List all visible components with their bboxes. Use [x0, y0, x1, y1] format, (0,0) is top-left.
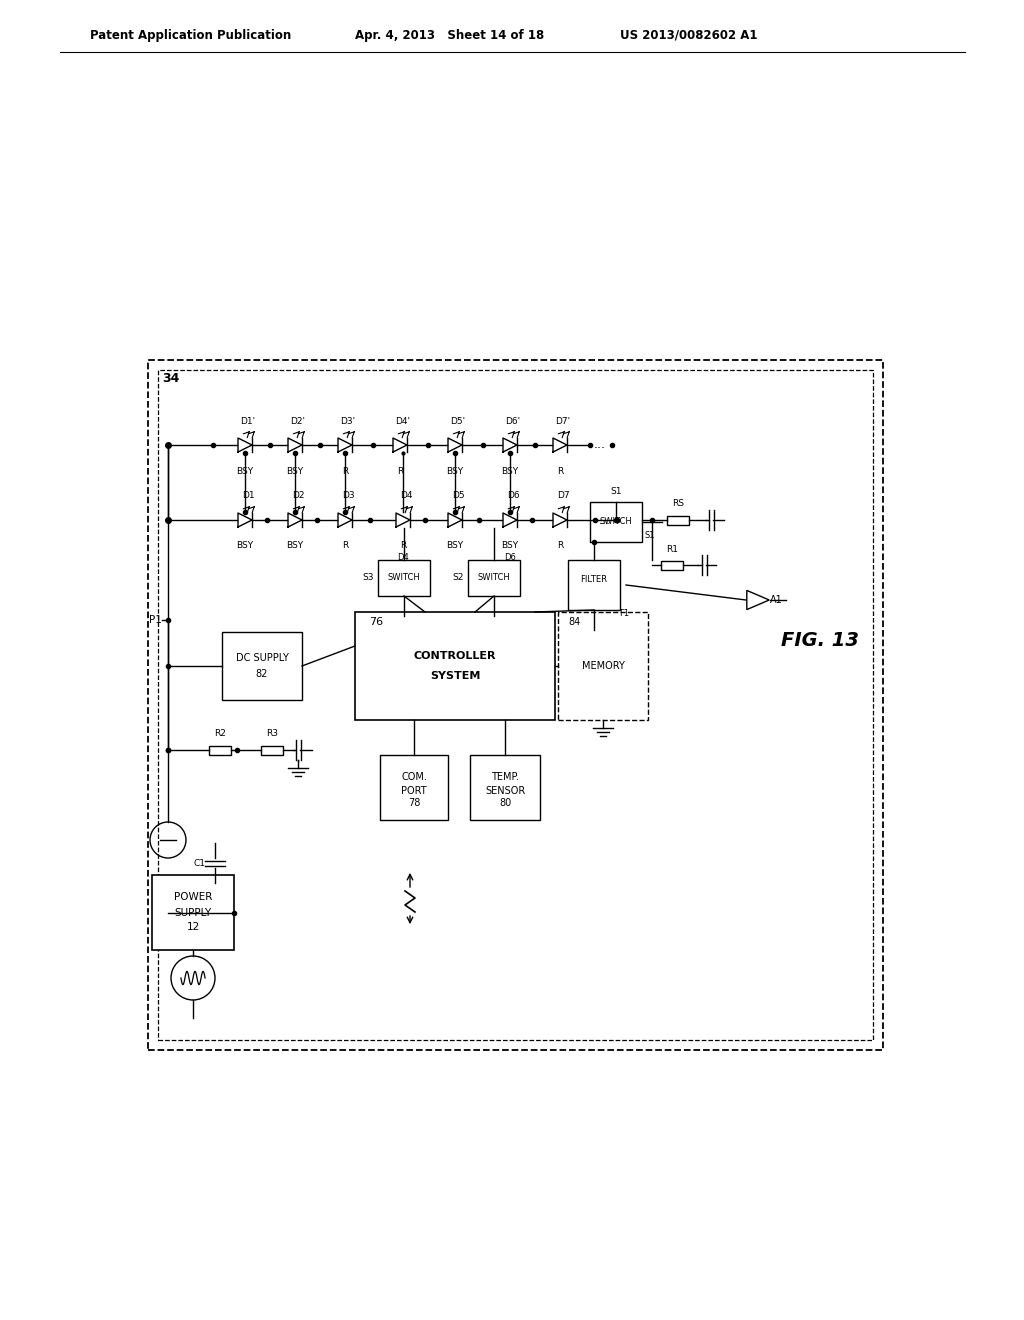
Text: SYSTEM: SYSTEM — [430, 671, 480, 681]
Text: S2: S2 — [453, 573, 464, 582]
Text: D4: D4 — [399, 491, 413, 500]
Text: BSY: BSY — [502, 466, 518, 475]
Text: BSY: BSY — [502, 541, 518, 550]
Text: RS: RS — [672, 499, 684, 508]
Text: SWITCH: SWITCH — [600, 517, 633, 527]
Text: A1: A1 — [770, 595, 782, 605]
Text: S1: S1 — [610, 487, 622, 496]
Text: BSY: BSY — [446, 466, 464, 475]
Bar — [568, 560, 620, 610]
Text: POWER: POWER — [174, 892, 212, 903]
Text: SENSOR: SENSOR — [485, 785, 525, 796]
Text: R: R — [397, 466, 403, 475]
Text: BSY: BSY — [237, 466, 254, 475]
Text: D1': D1' — [241, 417, 256, 425]
Text: BSY: BSY — [287, 466, 303, 475]
Text: ...: ... — [594, 438, 606, 451]
Text: D4: D4 — [397, 553, 409, 562]
Bar — [148, 360, 883, 1049]
Bar — [667, 516, 689, 524]
Text: Patent Application Publication: Patent Application Publication — [90, 29, 291, 41]
Text: COM.: COM. — [401, 772, 427, 783]
Bar — [590, 502, 642, 543]
Bar — [380, 755, 449, 820]
Text: 82: 82 — [256, 669, 268, 678]
Text: R3: R3 — [266, 730, 278, 738]
Text: D6: D6 — [507, 491, 519, 500]
Text: D2': D2' — [291, 417, 305, 425]
Text: 78: 78 — [408, 799, 420, 808]
Bar — [261, 746, 283, 755]
Text: D3: D3 — [342, 491, 354, 500]
Text: R: R — [557, 541, 563, 550]
Bar — [662, 561, 683, 569]
Text: D7: D7 — [557, 491, 569, 500]
Text: BSY: BSY — [237, 541, 254, 550]
Text: P1: P1 — [150, 615, 162, 624]
Text: R: R — [342, 541, 348, 550]
Bar — [222, 632, 302, 700]
Text: D5: D5 — [452, 491, 464, 500]
Text: 84: 84 — [568, 616, 581, 627]
Bar — [152, 875, 234, 950]
Text: R: R — [342, 466, 348, 475]
Text: BSY: BSY — [446, 541, 464, 550]
Text: D6: D6 — [504, 553, 516, 562]
Bar — [209, 746, 231, 755]
Text: D5': D5' — [451, 417, 466, 425]
Text: 80: 80 — [499, 799, 511, 808]
Text: D6': D6' — [506, 417, 520, 425]
Text: SWITCH: SWITCH — [388, 573, 421, 582]
Text: CONTROLLER: CONTROLLER — [414, 651, 497, 661]
Text: TEMP.: TEMP. — [490, 772, 519, 783]
Text: R: R — [400, 541, 407, 550]
Text: D2: D2 — [292, 491, 304, 500]
Text: D1: D1 — [242, 491, 254, 500]
Text: DC SUPPLY: DC SUPPLY — [236, 653, 289, 663]
Bar — [355, 612, 555, 719]
Text: SUPPLY: SUPPLY — [174, 908, 212, 917]
Text: 12: 12 — [186, 923, 200, 932]
Text: PORT: PORT — [401, 785, 427, 796]
Text: D4': D4' — [395, 417, 411, 425]
Text: 34: 34 — [162, 372, 179, 385]
Bar — [378, 560, 430, 597]
Text: BSY: BSY — [287, 541, 303, 550]
Bar — [468, 560, 520, 597]
Bar — [158, 370, 873, 1040]
Text: MEMORY: MEMORY — [582, 661, 625, 671]
Text: R: R — [557, 466, 563, 475]
Text: D7': D7' — [555, 417, 570, 425]
Text: US 2013/0082602 A1: US 2013/0082602 A1 — [620, 29, 758, 41]
Text: SWITCH: SWITCH — [477, 573, 510, 582]
Text: D3': D3' — [340, 417, 355, 425]
Text: 76: 76 — [369, 616, 383, 627]
Text: ...: ... — [599, 513, 611, 527]
Bar — [558, 612, 648, 719]
Text: C1: C1 — [193, 858, 205, 867]
Text: R2: R2 — [214, 730, 226, 738]
Bar — [470, 755, 540, 820]
Text: R1: R1 — [666, 545, 678, 554]
Text: F1: F1 — [618, 610, 629, 619]
Text: S1: S1 — [645, 532, 655, 540]
Text: FIG. 13: FIG. 13 — [781, 631, 859, 649]
Text: S3: S3 — [362, 573, 374, 582]
Text: Apr. 4, 2013   Sheet 14 of 18: Apr. 4, 2013 Sheet 14 of 18 — [355, 29, 544, 41]
Text: FILTER: FILTER — [581, 576, 607, 585]
